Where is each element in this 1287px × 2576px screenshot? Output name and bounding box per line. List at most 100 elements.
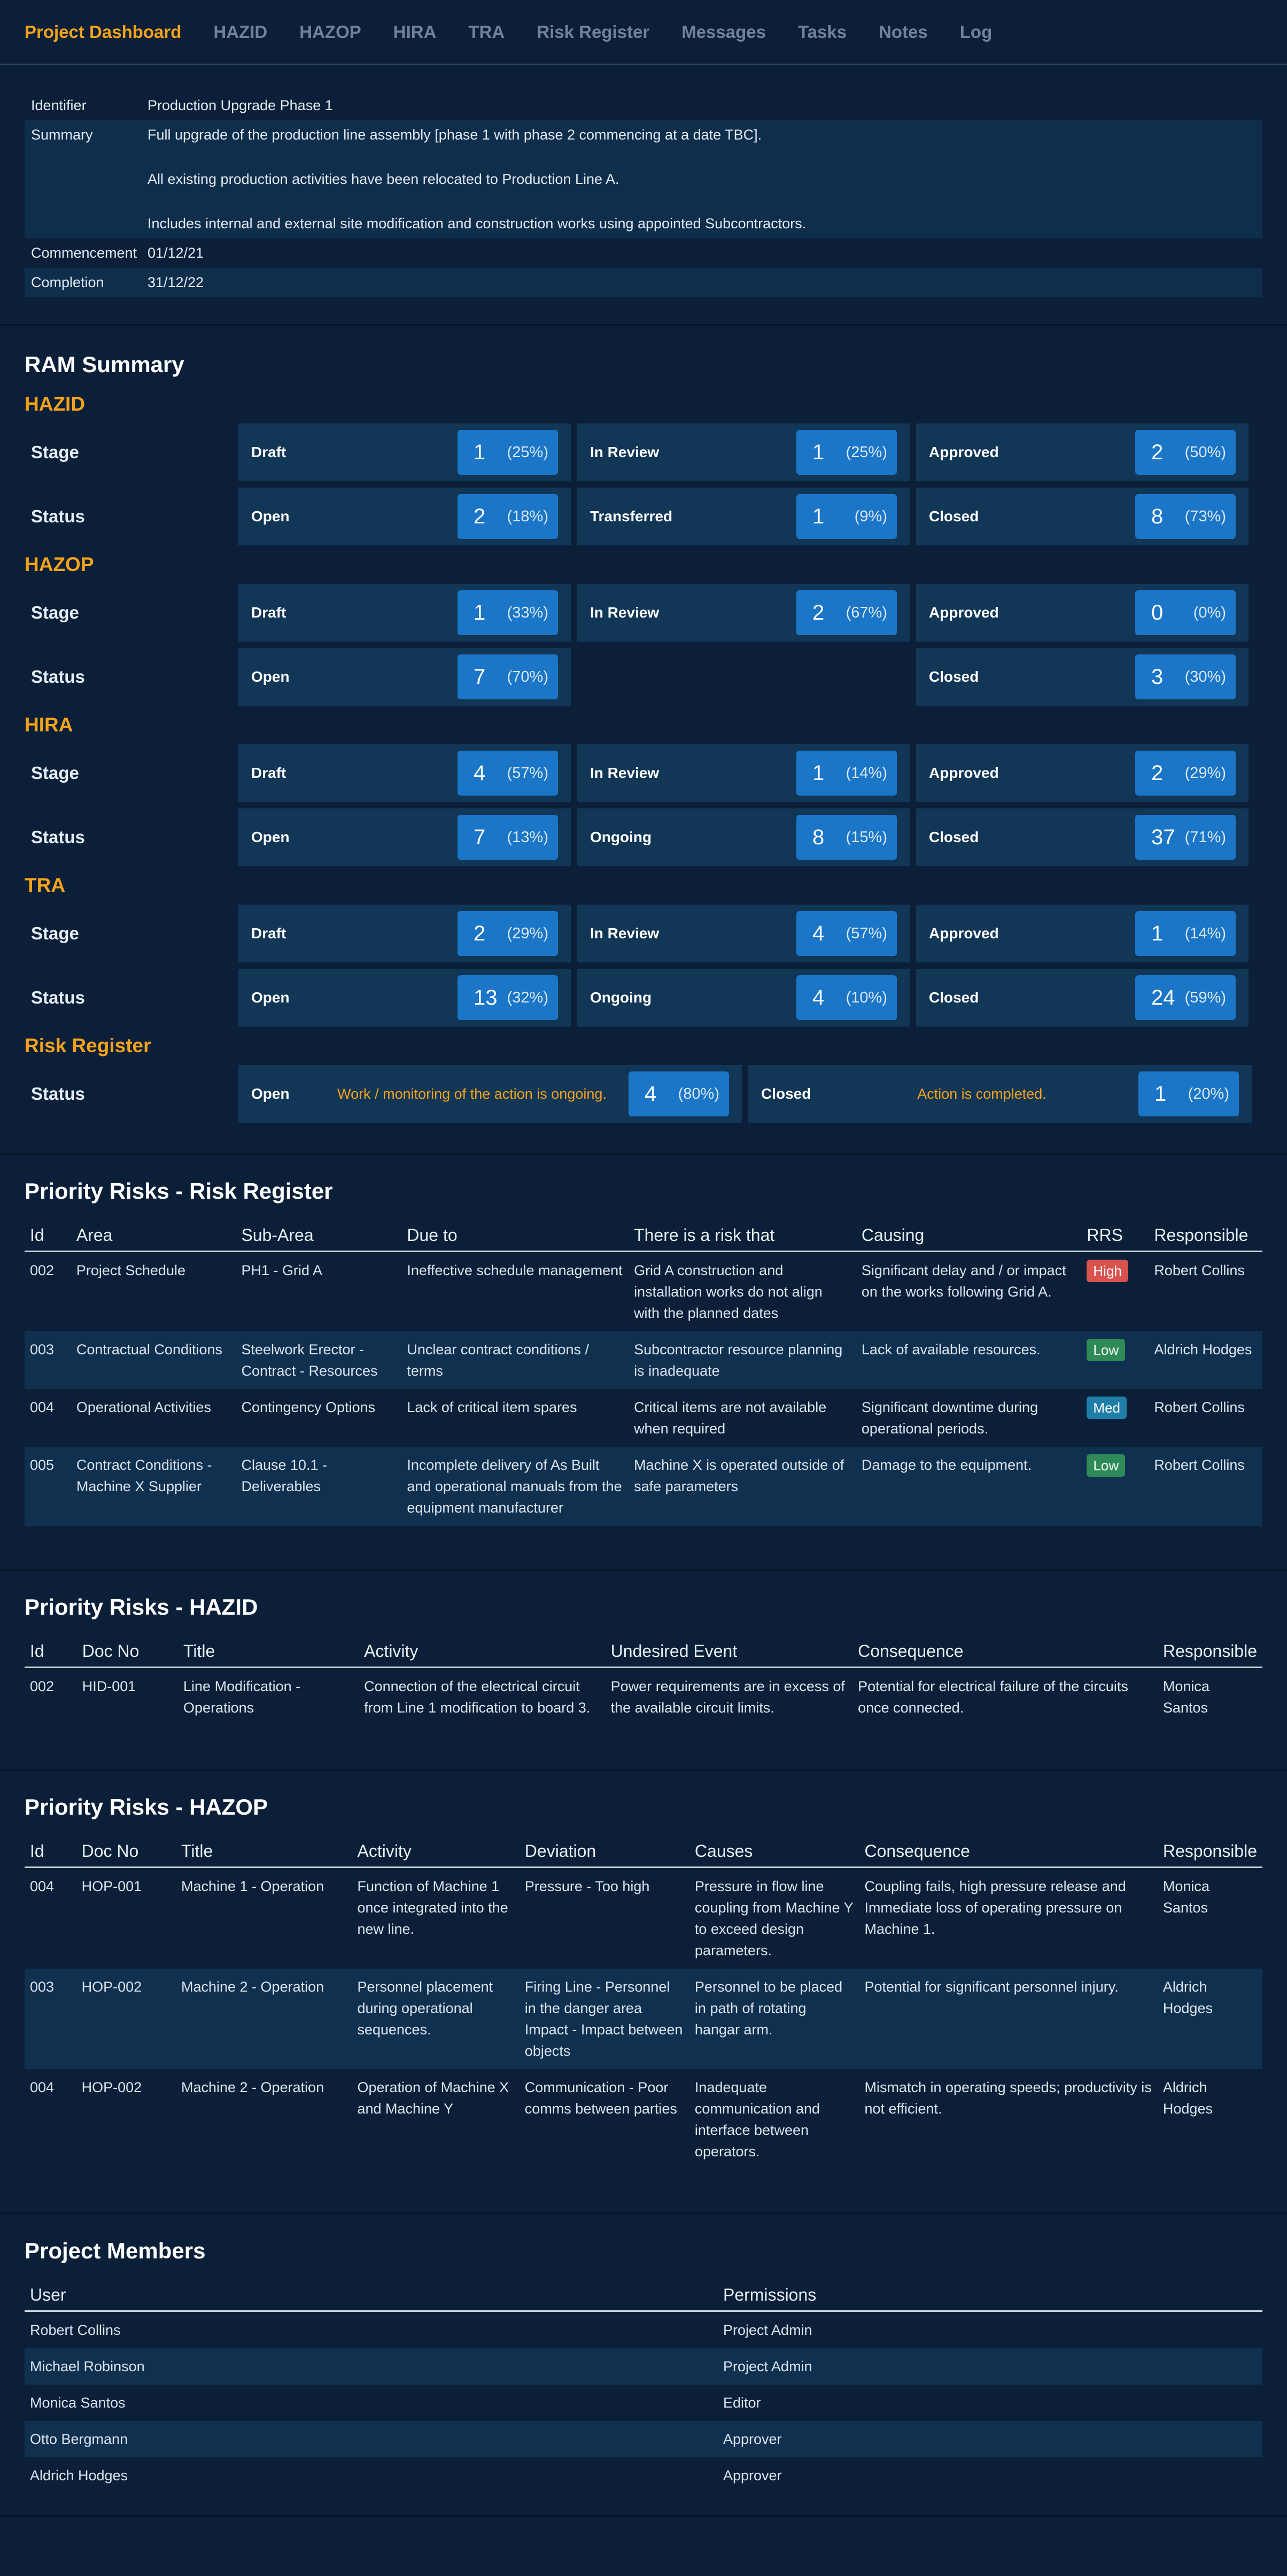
table-row[interactable]: 002 Project Schedule PH1 - Grid A Ineffecti… — [25, 1252, 1262, 1332]
completion-value: 31/12/22 — [148, 274, 204, 290]
ram-cell-closed[interactable]: Closed 3 (30%) — [916, 648, 1249, 706]
ram-cell-ongoing[interactable]: Ongoing 8 (15%) — [577, 808, 910, 866]
tab-tra[interactable]: TRA — [468, 21, 505, 42]
count-badge[interactable]: 1 (14%) — [796, 751, 897, 796]
ram-cell-draft[interactable]: Draft 1 (25%) — [238, 423, 571, 481]
ram-cell-closed[interactable]: Closed 8 (73%) — [916, 488, 1249, 545]
tab-risk-register[interactable]: Risk Register — [537, 21, 650, 42]
count-badge[interactable]: 2 (18%) — [458, 494, 558, 539]
tab-hira[interactable]: HIRA — [393, 21, 437, 42]
ram-cell-open[interactable]: Open 7 (13%) — [238, 808, 571, 866]
column-header-responsible[interactable]: Responsible — [1157, 1636, 1262, 1668]
tab-log[interactable]: Log — [959, 21, 993, 42]
ram-cell-open[interactable]: Open 13 (32%) — [238, 969, 571, 1027]
count-badge[interactable]: 7 (13%) — [458, 815, 558, 860]
ram-row-label: Status — [31, 988, 85, 1007]
table-row[interactable]: 005 Contract Conditions - Machine X Suppl… — [25, 1447, 1262, 1526]
column-header-responsible[interactable]: Responsible — [1149, 1220, 1262, 1252]
table-row[interactable]: 003 Contractual Conditions Steelwork Erect… — [25, 1331, 1262, 1389]
column-header-responsible[interactable]: Responsible — [1157, 1836, 1262, 1868]
column-header-id[interactable]: Id — [25, 1636, 77, 1668]
column-header-doc-no[interactable]: Doc No — [76, 1836, 176, 1868]
column-header-sub-area[interactable]: Sub-Area — [236, 1220, 402, 1252]
table-row[interactable]: 004 Operational Activities Contingency Opt… — [25, 1389, 1262, 1447]
count-badge[interactable]: 4 (10%) — [796, 975, 897, 1020]
count-badge[interactable]: 1 (9%) — [796, 494, 897, 539]
count-badge[interactable]: 3 (30%) — [1135, 654, 1236, 699]
table-row[interactable]: Robert Collins Project Admin — [25, 2311, 1262, 2349]
count-badge[interactable]: 1 (14%) — [1135, 911, 1236, 956]
ram-cell-draft[interactable]: Draft 2 (29%) — [238, 905, 571, 962]
ram-cell-in-review[interactable]: In Review 4 (57%) — [577, 905, 910, 962]
tab-hazop[interactable]: HAZOP — [299, 21, 361, 42]
ram-cell-ongoing[interactable]: Ongoing 4 (10%) — [577, 969, 910, 1027]
column-header-due-to[interactable]: Due to — [401, 1220, 629, 1252]
count-badge[interactable]: 37 (71%) — [1135, 815, 1236, 860]
ram-cell-approved[interactable]: Approved 1 (14%) — [916, 905, 1249, 962]
column-header-doc-no[interactable]: Doc No — [76, 1636, 179, 1668]
column-header-title[interactable]: Title — [175, 1836, 352, 1868]
column-header-rrs[interactable]: RRS — [1081, 1220, 1149, 1252]
table-row[interactable]: Michael Robinson Project Admin — [25, 2348, 1262, 2385]
column-header-activity[interactable]: Activity — [352, 1836, 520, 1868]
table-row[interactable]: 003 HOP-002 Machine 2 - Operation Personnel… — [25, 1969, 1262, 2069]
table-row[interactable]: Aldrich Hodges Approver — [25, 2457, 1262, 2494]
column-header-id[interactable]: Id — [25, 1220, 71, 1252]
ram-cell-open[interactable]: Open 7 (70%) — [238, 648, 571, 706]
ram-cell-open[interactable]: Open 2 (18%) — [238, 488, 571, 545]
ram-cell-draft[interactable]: Draft 4 (57%) — [238, 744, 571, 802]
column-header-permissions[interactable]: Permissions — [718, 2280, 1262, 2312]
column-header-activity[interactable]: Activity — [359, 1636, 606, 1668]
count-badge[interactable]: 2 (67%) — [796, 590, 897, 635]
column-header-causing[interactable]: Causing — [856, 1220, 1082, 1252]
column-header-deviation[interactable]: Deviation — [519, 1836, 689, 1868]
count-badge[interactable]: 4 (57%) — [458, 751, 558, 796]
count-badge[interactable]: 2 (50%) — [1135, 430, 1236, 475]
ram-cell-open[interactable]: Open Work / monitoring of the action is o… — [238, 1065, 742, 1123]
count-badge[interactable]: 1 (33%) — [458, 590, 558, 635]
table-row[interactable]: Otto Bergmann Approver — [25, 2421, 1262, 2457]
count-badge[interactable]: 8 (15%) — [796, 815, 897, 860]
column-header-consequence[interactable]: Consequence — [852, 1636, 1158, 1668]
count-badge[interactable]: 8 (73%) — [1135, 494, 1236, 539]
count-badge[interactable]: 1 (25%) — [458, 430, 558, 475]
ram-cell-approved[interactable]: Approved 2 (50%) — [916, 423, 1249, 481]
count-badge[interactable]: 4 (80%) — [629, 1071, 729, 1116]
tab-project-dashboard[interactable]: Project Dashboard — [25, 21, 182, 42]
count-badge[interactable]: 24 (59%) — [1135, 975, 1236, 1020]
tab-messages[interactable]: Messages — [681, 21, 766, 42]
ram-cell-in-review[interactable]: In Review 1 (25%) — [577, 423, 910, 481]
column-header-title[interactable]: Title — [178, 1636, 359, 1668]
tab-notes[interactable]: Notes — [879, 21, 928, 42]
column-header-there-is-a-risk-that[interactable]: There is a risk that — [629, 1220, 856, 1252]
count-badge[interactable]: 2 (29%) — [1135, 751, 1236, 796]
ram-cell-closed[interactable]: Closed Action is completed. 1 (20%) — [748, 1065, 1252, 1123]
tab-hazid[interactable]: HAZID — [213, 21, 268, 42]
column-header-id[interactable]: Id — [25, 1836, 76, 1868]
column-header-undesired-event[interactable]: Undesired Event — [605, 1636, 853, 1668]
table-row[interactable]: 004 HOP-002 Machine 2 - Operation Operation… — [25, 2069, 1262, 2170]
table-row[interactable]: 002 HID-001 Line Modification - Operations… — [25, 1668, 1262, 1726]
ram-cell-in-review[interactable]: In Review 2 (67%) — [577, 584, 910, 642]
count-badge[interactable]: 13 (32%) — [458, 975, 558, 1020]
ram-cell-approved[interactable]: Approved 2 (29%) — [916, 744, 1249, 802]
table-row[interactable]: Monica Santos Editor — [25, 2385, 1262, 2421]
count-badge[interactable]: 4 (57%) — [796, 911, 897, 956]
table-row[interactable]: 004 HOP-001 Machine 1 - Operation Function … — [25, 1868, 1262, 1969]
ram-cell-approved[interactable]: Approved 0 (0%) — [916, 584, 1249, 642]
count-badge[interactable]: 1 (25%) — [796, 430, 897, 475]
ram-cell-closed[interactable]: Closed 37 (71%) — [916, 808, 1249, 866]
ram-cell-transferred[interactable]: Transferred 1 (9%) — [577, 488, 910, 545]
column-header-area[interactable]: Area — [71, 1220, 236, 1252]
ram-cell-closed[interactable]: Closed 24 (59%) — [916, 969, 1249, 1027]
count-badge[interactable]: 0 (0%) — [1135, 590, 1236, 635]
ram-cell-draft[interactable]: Draft 1 (33%) — [238, 584, 571, 642]
count-badge[interactable]: 1 (20%) — [1138, 1071, 1239, 1116]
column-header-causes[interactable]: Causes — [689, 1836, 859, 1868]
tab-tasks[interactable]: Tasks — [797, 21, 847, 42]
count-badge[interactable]: 7 (70%) — [458, 654, 558, 699]
column-header-user[interactable]: User — [25, 2280, 718, 2312]
column-header-consequence[interactable]: Consequence — [859, 1836, 1158, 1868]
ram-cell-in-review[interactable]: In Review 1 (14%) — [577, 744, 910, 802]
count-badge[interactable]: 2 (29%) — [458, 911, 558, 956]
